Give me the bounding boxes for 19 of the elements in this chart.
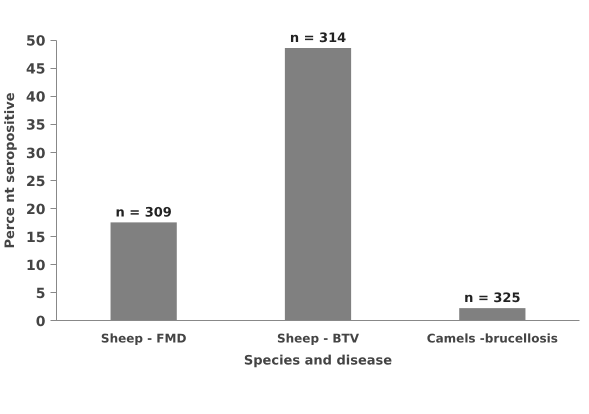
y-axis-title: Perce nt seropositive — [3, 92, 18, 249]
annotation: n = 314 — [290, 30, 346, 46]
x-axis-title: Species and disease — [244, 354, 392, 368]
y-tick-label: 20 — [26, 202, 46, 218]
y-tick-label: 0 — [36, 314, 46, 330]
x-tick-label: Sheep - FMD — [100, 332, 186, 346]
y-tick-label: 50 — [26, 34, 46, 50]
x-tick-label: Camels -brucellosis — [426, 332, 558, 346]
y-tick-label: 25 — [26, 174, 46, 190]
annotation: n = 309 — [116, 205, 172, 220]
y-tick-label: 10 — [26, 258, 46, 274]
y-tick-label: 30 — [26, 146, 46, 162]
y-tick-label: 5 — [36, 286, 46, 302]
annotation: n = 325 — [464, 291, 521, 306]
y-tick-label: 45 — [26, 62, 46, 78]
y-tick-label: 35 — [26, 118, 46, 134]
x-tick-label: Sheep - BTV — [276, 332, 360, 346]
y-tick-label: 40 — [26, 90, 46, 106]
y-tick-label: 15 — [26, 230, 46, 246]
